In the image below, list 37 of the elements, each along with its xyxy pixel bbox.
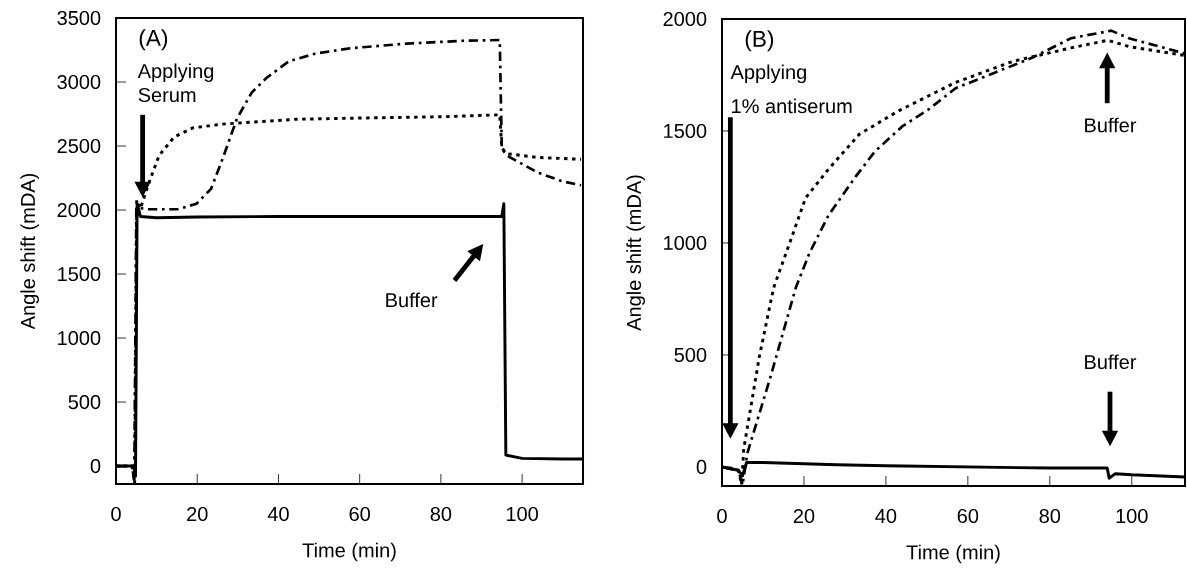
y-tick-label: 3500 xyxy=(57,10,101,26)
y-axis-title: Angle shift (mDA) xyxy=(626,175,645,331)
annotation: Buffer xyxy=(1085,354,1137,370)
y-tick-label: 0 xyxy=(696,459,707,475)
annotation: Applying xyxy=(730,64,806,84)
y-tick-label: 2000 xyxy=(57,202,101,218)
x-tick-label: 100 xyxy=(506,506,538,522)
x-tick-label: 20 xyxy=(793,508,815,524)
x-axis-title: Time (min) xyxy=(906,544,1000,564)
chart-title: (A) xyxy=(139,29,168,51)
chart-title: (B) xyxy=(745,30,774,52)
y-tick-label: 1500 xyxy=(58,266,101,282)
y-tick-label: 2500 xyxy=(57,138,101,154)
x-tick-label: 20 xyxy=(187,506,208,522)
y-tick-label: 2000 xyxy=(663,11,707,27)
y-tick-label: 500 xyxy=(68,394,101,410)
x-tick-label: 40 xyxy=(875,508,897,524)
x-tick-label: 60 xyxy=(957,508,979,524)
x-axis-title: Time (min) xyxy=(302,542,396,562)
x-tick-label: 0 xyxy=(111,506,121,522)
y-tick-label: 500 xyxy=(674,347,707,363)
annotation: Buffer xyxy=(386,292,438,308)
y-axis-title: Angle shift (mDA) xyxy=(20,173,39,330)
y-tick-label: 1500 xyxy=(664,123,707,139)
annotation: 1% antiserum xyxy=(732,98,852,114)
x-tick-label: 40 xyxy=(267,506,289,522)
y-tick-label: 1000 xyxy=(58,330,101,346)
y-tick-label: 3000 xyxy=(57,74,101,90)
x-tick-label: 80 xyxy=(430,506,452,522)
y-tick-label: 0 xyxy=(90,458,101,474)
annotation: Buffer xyxy=(1085,117,1137,133)
x-tick-label: 80 xyxy=(1039,508,1061,524)
x-tick-label: 100 xyxy=(1116,508,1148,524)
y-tick-label: 1000 xyxy=(664,235,707,251)
x-tick-label: 60 xyxy=(349,506,370,522)
annotation: Applying Serum xyxy=(137,63,214,103)
x-tick-label: 0 xyxy=(717,508,727,524)
